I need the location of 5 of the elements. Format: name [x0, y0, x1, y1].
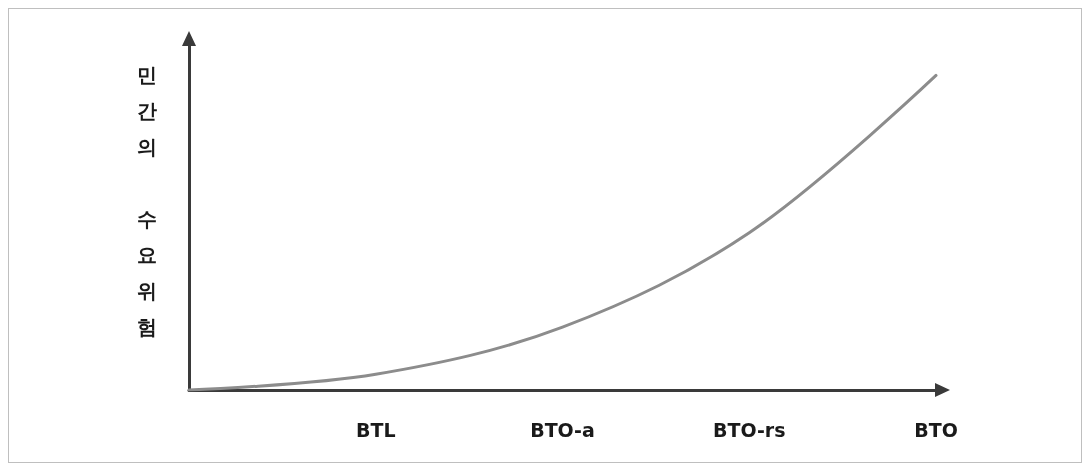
x-tick-label: BTO-rs: [712, 418, 786, 441]
x-tick-label: BTO-a: [530, 418, 595, 441]
text: 민간의 수요위험: [137, 63, 157, 339]
x-tick-label: BTO: [914, 418, 958, 441]
x-tick-label: BTL: [355, 418, 396, 441]
